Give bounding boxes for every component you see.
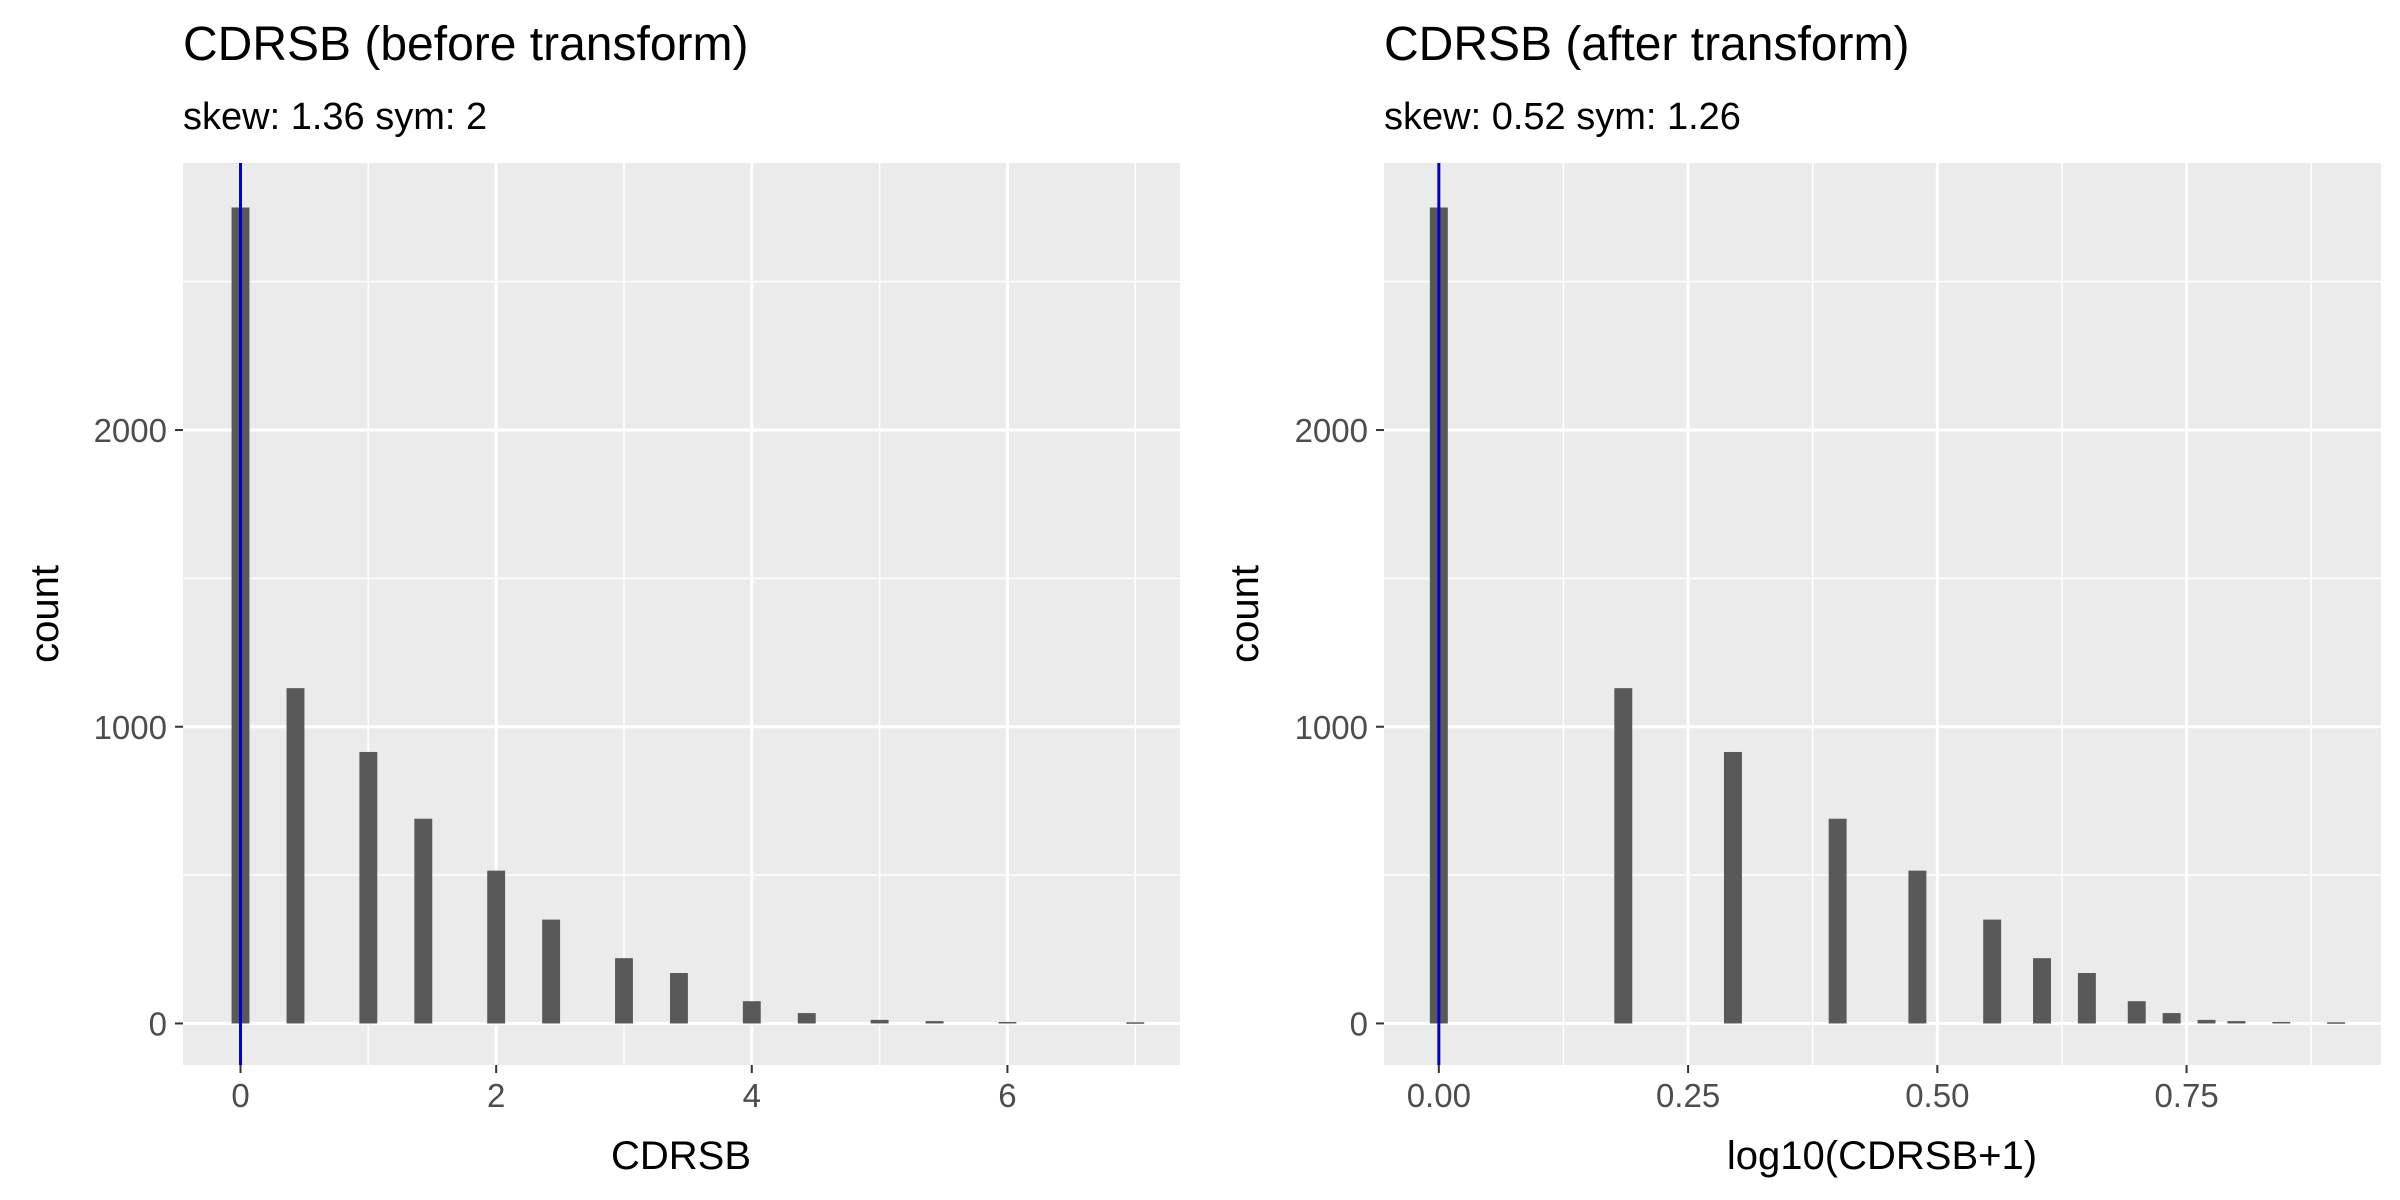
histogram-bar (1983, 919, 2002, 1024)
chart-after-transform: CDRSB (after transform) skew: 0.52 sym: … (1223, 18, 2381, 1178)
plot-panel (1384, 163, 2381, 1065)
y-tick-label: 2000 (1295, 412, 1368, 449)
y-tick-label: 1000 (1295, 709, 1368, 746)
histogram-bar (998, 1021, 1017, 1024)
chart-subtitle: skew: 1.36 sym: 2 (183, 96, 487, 138)
x-tick-label: 4 (743, 1077, 761, 1114)
histogram-bar (487, 870, 506, 1024)
y-tick-label: 0 (1350, 1005, 1368, 1042)
y-tick-label: 0 (149, 1005, 167, 1042)
histogram-bar (286, 688, 305, 1024)
histogram-bar (742, 1001, 761, 1024)
x-tick-label: 0.00 (1407, 1077, 1471, 1114)
x-axis-title: CDRSB (611, 1134, 751, 1178)
y-tick-label: 1000 (94, 709, 167, 746)
chart-subtitle: skew: 0.52 sym: 1.26 (1384, 96, 1741, 138)
histogram-bar (615, 958, 633, 1024)
histogram-bar (2227, 1021, 2246, 1024)
histogram-bar (925, 1021, 944, 1024)
histogram-bar (669, 973, 688, 1024)
y-axis-title: count (1223, 565, 1267, 663)
x-tick-label: 0 (231, 1077, 249, 1114)
histogram-bars (231, 207, 1145, 1024)
x-axis-title: log10(CDRSB+1) (1727, 1134, 2037, 1178)
y-axis-title: count (23, 565, 67, 663)
x-tick-label: 0.25 (1656, 1077, 1720, 1114)
chart-title: CDRSB (before transform) (183, 18, 748, 71)
histogram-bar (1828, 818, 1847, 1024)
axis-ticks: 0 2 4 6 0 1000 2000 (94, 412, 1017, 1114)
axis-ticks: 0.00 0.25 0.50 0.75 0 1000 2000 (1295, 412, 2219, 1114)
y-tick-label: 2000 (94, 412, 167, 449)
x-tick-label: 6 (998, 1077, 1016, 1114)
histogram-bar (1614, 688, 1633, 1024)
histogram-bar (1723, 751, 1742, 1024)
histogram-bar (1126, 1022, 1145, 1024)
histogram-bar (870, 1019, 889, 1024)
histogram-bar (2327, 1022, 2346, 1024)
plot-panel (183, 163, 1180, 1065)
x-tick-label: 0.50 (1905, 1077, 1969, 1114)
histogram-bar (2197, 1019, 2216, 1024)
histogram-bar (1908, 870, 1927, 1024)
x-tick-label: 2 (487, 1077, 505, 1114)
histogram-bar (2033, 958, 2051, 1024)
histogram-bar (2127, 1001, 2146, 1024)
x-tick-label: 0.75 (2154, 1077, 2218, 1114)
histogram-bar (2077, 973, 2096, 1024)
chart-title: CDRSB (after transform) (1384, 18, 1909, 71)
histogram-bar (359, 751, 378, 1024)
histogram-bar (2162, 1013, 2181, 1024)
histogram-bar (797, 1013, 816, 1024)
chart-before-transform: CDRSB (before transform) skew: 1.36 sym:… (23, 18, 1180, 1178)
histogram-bar (414, 818, 433, 1024)
histogram-bar (2272, 1021, 2291, 1024)
histogram-bar (542, 919, 561, 1024)
